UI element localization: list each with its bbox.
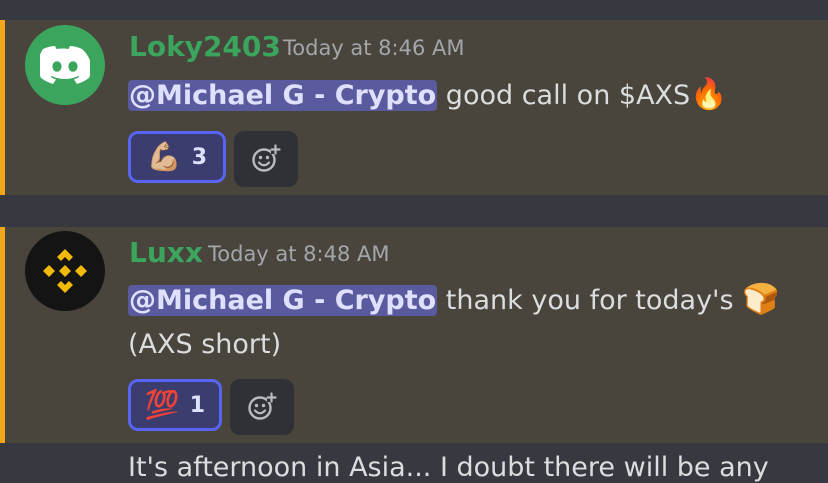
message-content: @Michael G - Crypto thank you for today'… bbox=[128, 282, 779, 319]
message-text: good call on $AXS bbox=[437, 80, 691, 111]
reaction-button[interactable]: 💯 1 bbox=[128, 379, 222, 431]
discord-logo-icon bbox=[40, 46, 90, 84]
add-reaction-button[interactable] bbox=[234, 131, 298, 187]
binance-avatar[interactable] bbox=[25, 231, 105, 311]
message-2: Luxx Today at 8:48 AM @Michael G - Crypt… bbox=[0, 227, 828, 443]
reaction-count: 3 bbox=[191, 144, 208, 170]
username[interactable]: Luxx bbox=[129, 236, 203, 269]
top-gap bbox=[0, 0, 828, 20]
add-reaction-icon bbox=[252, 144, 281, 172]
fire-emoji: 🔥 bbox=[690, 77, 728, 112]
hundred-points-emoji: 💯 bbox=[144, 388, 180, 421]
reaction-button[interactable]: 💪🏼 3 bbox=[128, 131, 226, 183]
next-message-text: It's afternoon in Asia... I doubt there … bbox=[128, 452, 769, 483]
message-content: @Michael G - Crypto good call on $AXS🔥 bbox=[128, 77, 728, 114]
user-mention[interactable]: @Michael G - Crypto bbox=[128, 80, 438, 111]
timestamp: Today at 8:48 AM bbox=[208, 242, 390, 266]
bread-emoji: 🍞 bbox=[742, 282, 780, 317]
message-1: Loky2403 Today at 8:46 AM @Michael G - C… bbox=[0, 20, 828, 195]
username[interactable]: Loky2403 bbox=[129, 30, 281, 63]
message-text: thank you for today's bbox=[437, 285, 743, 316]
flexed-biceps-emoji: 💪🏼 bbox=[146, 140, 182, 173]
discord-avatar[interactable] bbox=[25, 25, 105, 105]
user-mention[interactable]: @Michael G - Crypto bbox=[128, 285, 438, 316]
binance-logo-icon bbox=[43, 249, 87, 293]
add-reaction-button[interactable] bbox=[230, 379, 294, 435]
message-gap bbox=[0, 195, 828, 227]
message-content-line-2: (AXS short) bbox=[128, 329, 282, 360]
reaction-count: 1 bbox=[189, 392, 206, 418]
timestamp: Today at 8:46 AM bbox=[283, 36, 465, 60]
add-reaction-icon bbox=[248, 392, 277, 420]
